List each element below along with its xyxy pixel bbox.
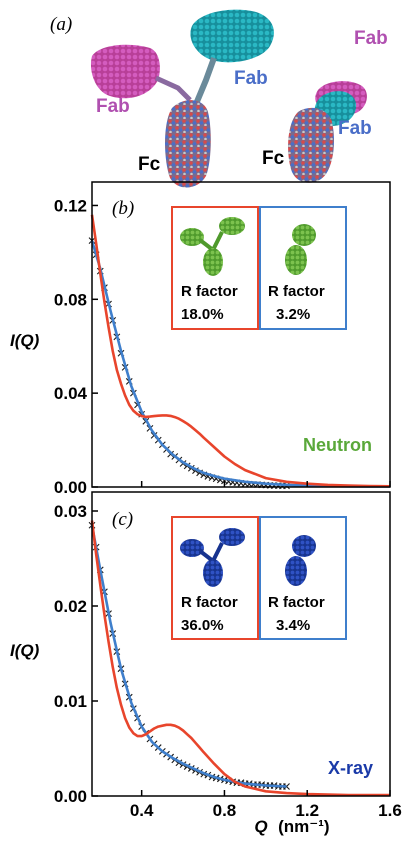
xray-y-tick-label: 0.02 [54, 597, 87, 616]
xray-model-poor-curve [90, 520, 390, 797]
xray-inset-poor-r-label: R factor [181, 594, 238, 611]
fc-label-right: Fc [262, 148, 285, 169]
neutron-chart: 0.00 0.04 0.08 0.12 (b) I(Q) Neutron R fact… [10, 181, 391, 497]
svg-text:Q (nm⁻¹): Q (nm⁻¹) [254, 817, 329, 836]
neutron-model-good-curve [90, 240, 390, 488]
q-axis-title: Q (nm⁻¹) [254, 817, 329, 836]
xray-x-tick-label: 0.8 [213, 801, 237, 820]
xray-y-axis-label: I(Q) [10, 641, 40, 660]
hinge-linker-top [193, 56, 217, 106]
xray-model-good-curve [90, 525, 287, 788]
xray-legend-label: X-ray [328, 758, 373, 778]
fab-domain-top [190, 9, 274, 63]
neutron-y-tick-label: 0.12 [54, 196, 87, 215]
antibody-thumbnail-compact-green [285, 224, 316, 275]
xray-y-ticks: 0.00 0.01 0.02 0.03 [54, 502, 98, 806]
xray-chart: 0.00 0.01 0.02 0.03 0.4 0.8 1.2 1.6 (c) I(Q) X… [10, 491, 402, 836]
neutron-plot-area [88, 214, 391, 490]
xray-x-tick-label: 0.4 [130, 801, 154, 820]
fab-label-left: Fab [96, 96, 130, 117]
q-axis-unit: (nm⁻¹) [278, 817, 329, 836]
panel-letter-c: (c) [112, 509, 133, 530]
structure-panel: (a) Fab Fab Fc Fab Fab Fc [50, 9, 388, 188]
xray-inset-good-r-label: R factor [268, 594, 325, 611]
fc-domain-left [165, 100, 211, 188]
xray-plot-frame [91, 491, 391, 797]
fab-domain-left [90, 44, 160, 99]
inset-good-r-value: 3.2% [276, 306, 310, 323]
xray-y-tick-label: 0.03 [54, 502, 87, 521]
xray-x-tick-label: 1.2 [295, 801, 319, 820]
neutron-plot-frame [91, 181, 391, 488]
neutron-y-tick-label: 0.00 [54, 478, 87, 497]
xray-x-tick-label: 1.6 [378, 801, 402, 820]
xray-y-tick-label: 0.01 [54, 692, 87, 711]
fc-label-left: Fc [138, 154, 161, 175]
neutron-inset-good-fit: R factor 3.2% [259, 206, 347, 330]
xray-inset-good-r-value: 3.4% [276, 617, 310, 634]
fab-label-top-right: Fab [354, 28, 388, 49]
fc-domain-compact [288, 107, 334, 183]
xray-x-ticks: 0.4 0.8 1.2 1.6 [130, 790, 402, 820]
neutron-y-ticks: 0.00 0.04 0.08 0.12 [54, 196, 98, 497]
neutron-y-axis-label: I(Q) [10, 331, 40, 350]
neutron-inset-poor-fit: R factor 18.0% [171, 206, 259, 330]
fab-label-bottom-right: Fab [338, 118, 372, 139]
inset-poor-r-value: 18.0% [181, 306, 224, 323]
q-axis-symbol: Q [254, 817, 267, 836]
extended-antibody-structure: Fab Fab Fc [90, 9, 274, 188]
xray-y-tick-label: 0.00 [54, 787, 87, 806]
hinge-linker-left [154, 75, 192, 102]
inset-good-r-label: R factor [268, 283, 325, 300]
neutron-y-tick-label: 0.04 [54, 384, 88, 403]
fab-label-upper-right: Fab [234, 68, 268, 89]
panel-letter-a: (a) [50, 14, 72, 35]
panel-letter-b: (b) [112, 198, 134, 219]
xray-experimental-point [283, 783, 290, 790]
xray-plot-area [88, 520, 390, 797]
neutron-model-poor-curve [90, 214, 391, 488]
xray-inset-good-fit: R factor 3.4% [259, 516, 347, 640]
antibody-thumbnail-extended-green [180, 217, 245, 276]
neutron-legend-label: Neutron [303, 435, 372, 455]
xray-inset-poor-r-value: 36.0% [181, 617, 224, 634]
neutron-y-tick-label: 0.08 [54, 290, 87, 309]
xray-inset-poor-fit: R factor 36.0% [171, 516, 259, 640]
antibody-thumbnail-extended-blue [180, 528, 245, 587]
compact-antibody-structure: Fab Fab Fc [262, 28, 388, 183]
antibody-thumbnail-compact-blue [285, 535, 316, 586]
neutron-x-ticks [140, 481, 391, 487]
inset-poor-r-label: R factor [181, 283, 238, 300]
